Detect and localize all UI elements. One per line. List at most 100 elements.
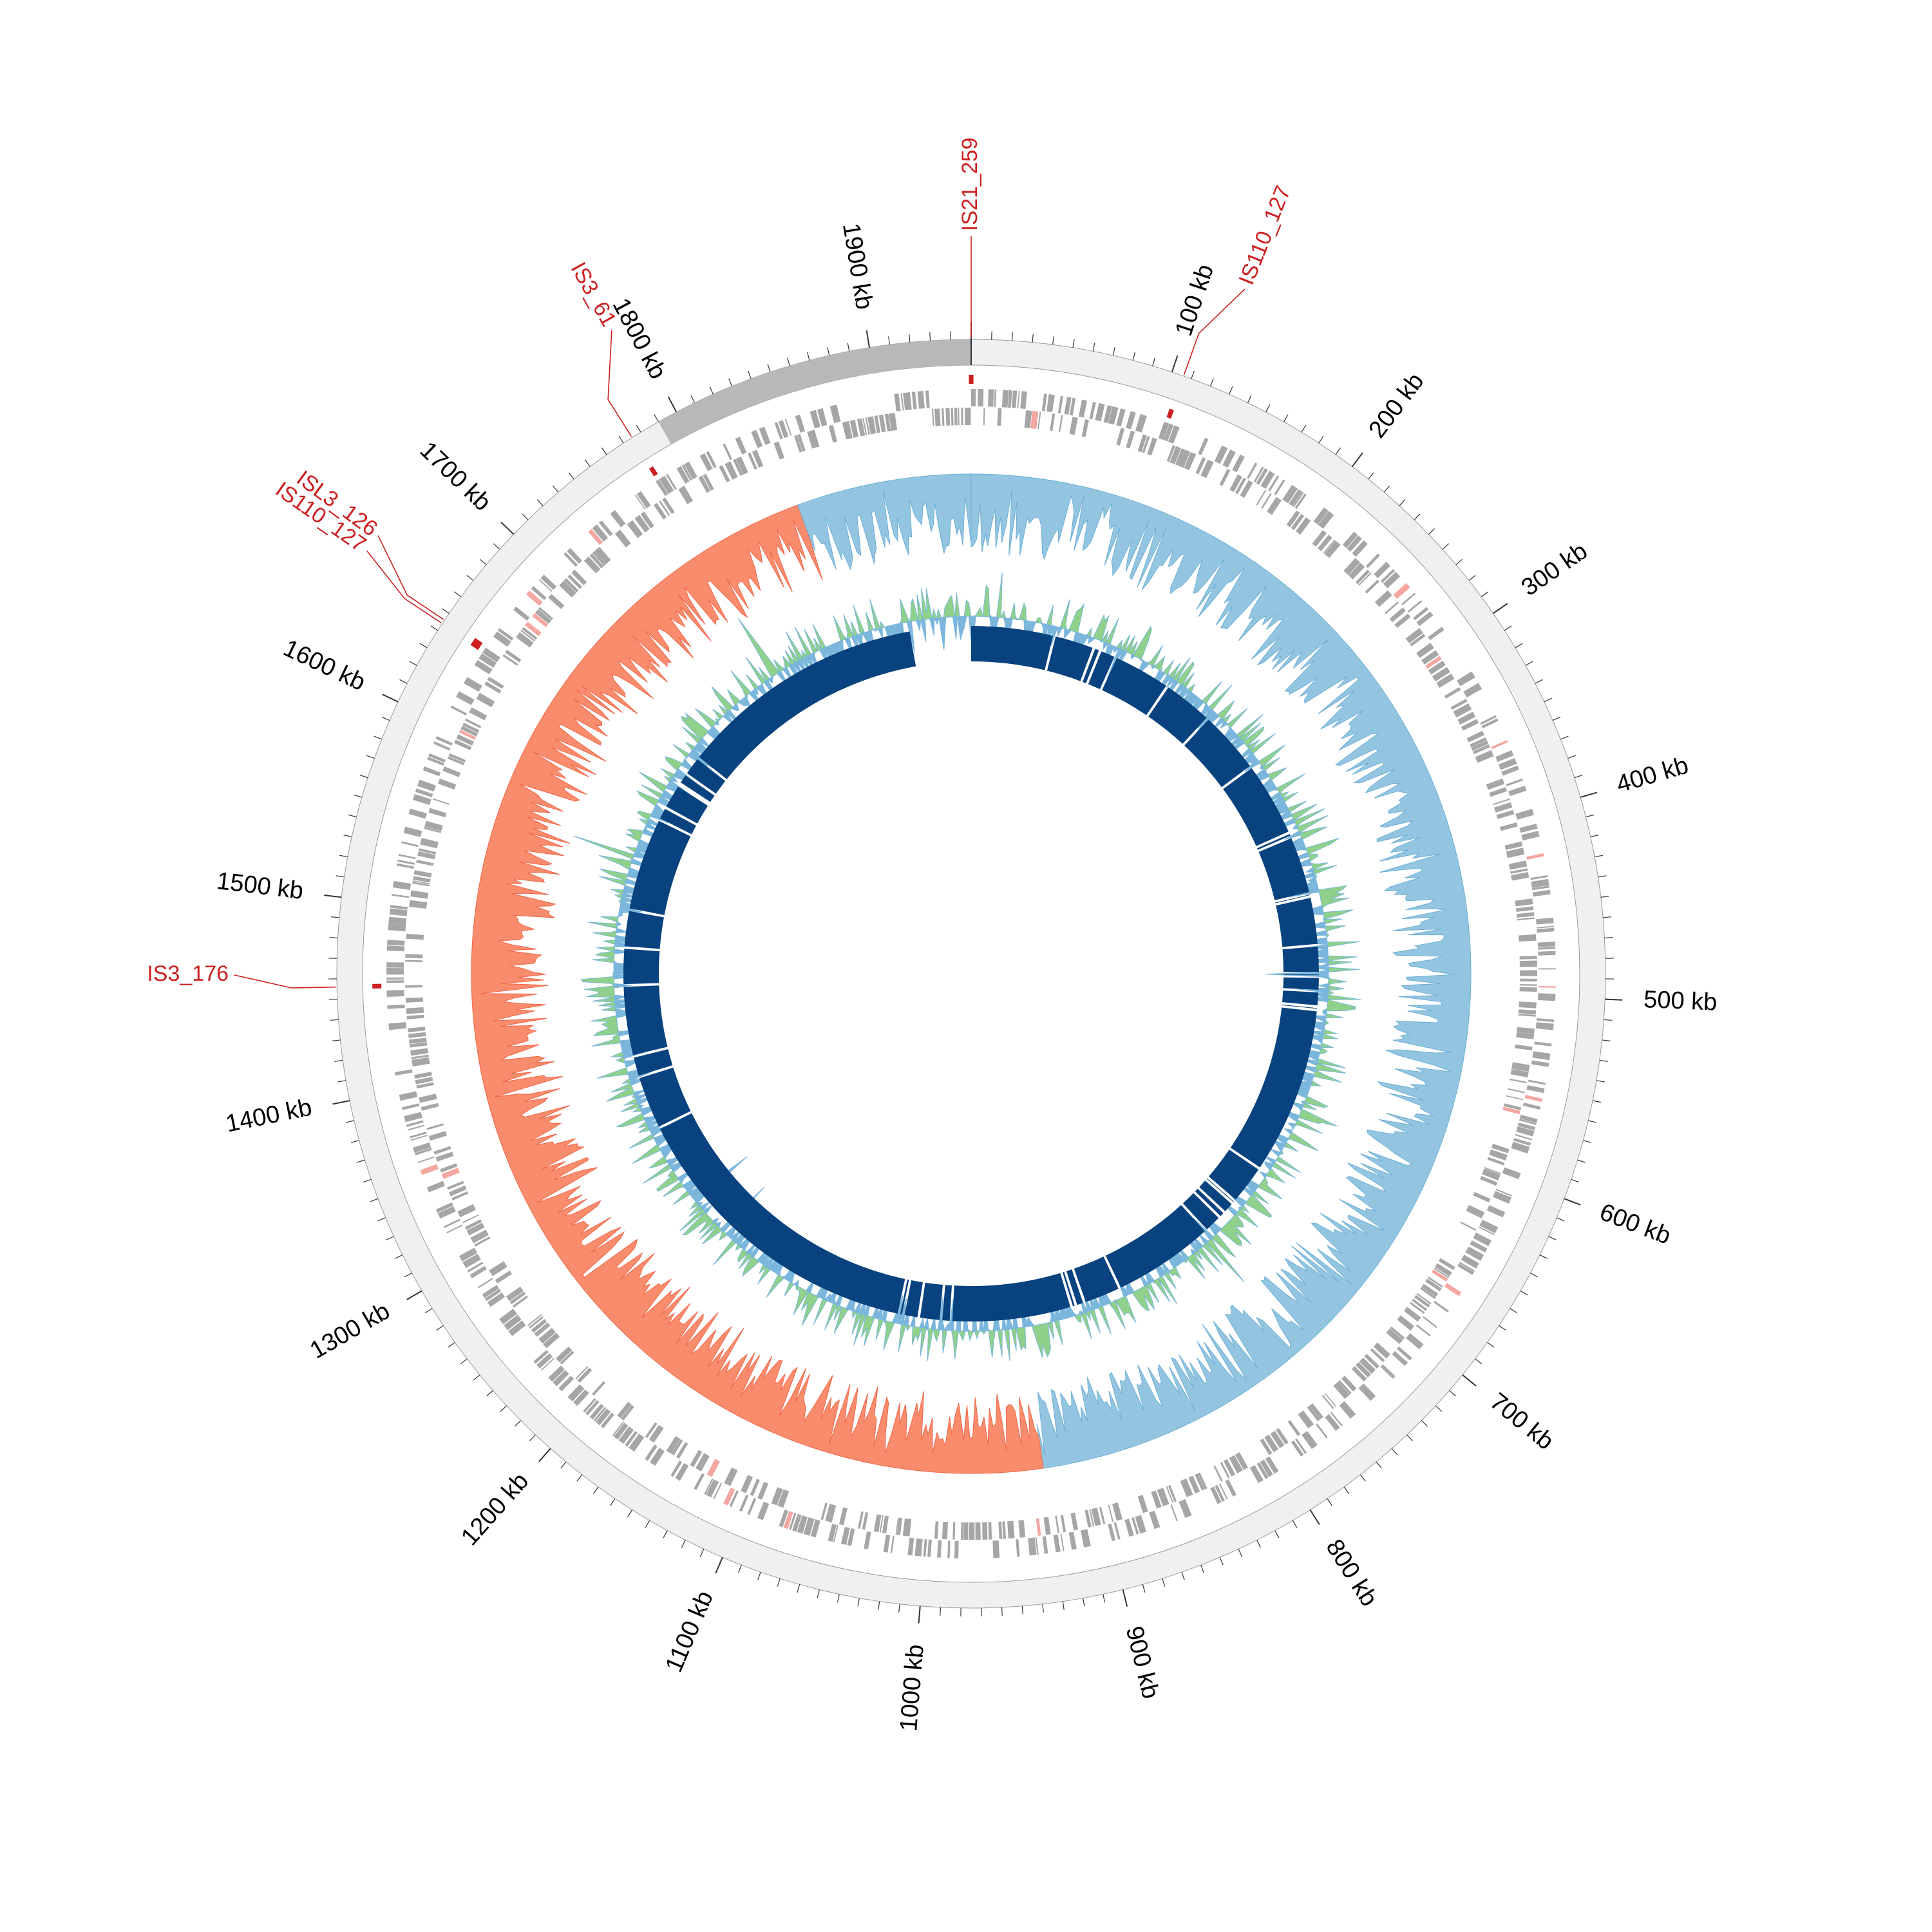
minor-tick	[1442, 543, 1450, 550]
gene-feature	[437, 1206, 456, 1219]
gene-feature	[828, 1524, 837, 1542]
gene-feature	[1509, 1078, 1527, 1084]
gene-feature	[771, 1487, 783, 1506]
minor-tick	[366, 755, 375, 759]
gene-feature	[1035, 1537, 1039, 1555]
gene-feature	[931, 408, 934, 427]
gene-feature	[428, 1131, 447, 1141]
gene-feature	[925, 390, 930, 408]
gene-feature	[1493, 802, 1513, 813]
gene-feature	[392, 894, 410, 898]
gene-feature	[612, 1421, 624, 1437]
block-segment	[1282, 946, 1319, 972]
block-segment	[942, 1285, 952, 1321]
gene-feature	[1510, 868, 1528, 874]
gene-track	[386, 389, 1556, 1558]
gene-feature	[386, 945, 405, 952]
gene-feature	[723, 443, 732, 460]
gene-feature	[441, 1168, 460, 1179]
gene-feature	[797, 1515, 808, 1534]
gene-feature	[411, 1054, 429, 1059]
gene-feature	[724, 461, 738, 480]
minor-tick	[1455, 558, 1463, 565]
gene-feature	[783, 1511, 793, 1530]
gene-feature	[1502, 1106, 1520, 1115]
gene-feature	[676, 466, 690, 484]
minor-tick	[377, 1217, 386, 1222]
minor-tick	[1247, 395, 1252, 403]
gene-feature	[741, 1475, 753, 1493]
gene-feature	[670, 1460, 683, 1477]
gene-feature	[522, 627, 538, 640]
gene-feature	[394, 1069, 413, 1076]
is-element-mark	[372, 983, 382, 989]
gene-feature	[1532, 1051, 1551, 1061]
gene-feature	[681, 464, 693, 481]
gene-feature	[1420, 1287, 1436, 1300]
gene-feature	[532, 613, 549, 627]
gene-feature	[471, 1232, 489, 1244]
is-element-mark	[472, 638, 483, 647]
gene-feature	[1103, 405, 1112, 423]
minor-tick	[738, 1564, 742, 1573]
minor-tick	[381, 716, 390, 721]
gene-feature	[1515, 809, 1534, 820]
minor-tick	[1515, 643, 1523, 649]
gene-feature	[534, 1322, 551, 1337]
gene-feature	[1427, 1276, 1443, 1288]
gene-feature	[1461, 719, 1479, 731]
minor-tick	[690, 395, 696, 403]
gene-feature	[1099, 1506, 1106, 1524]
gene-feature	[420, 838, 439, 849]
minor-tick	[500, 1405, 507, 1412]
gene-feature	[988, 1522, 992, 1540]
block-segment	[1206, 1178, 1234, 1202]
minor-tick	[332, 1039, 341, 1041]
gene-feature	[706, 1479, 719, 1498]
gene-feature	[1434, 1263, 1452, 1277]
block-segment	[633, 1049, 673, 1076]
gene-feature	[1214, 445, 1228, 464]
block-segment	[1105, 1205, 1206, 1288]
minor-tick	[350, 1140, 359, 1143]
gene-feature	[548, 594, 565, 609]
gene-feature	[634, 515, 650, 533]
gene-feature	[1016, 1539, 1020, 1557]
scale-label: 1600 kb	[279, 634, 370, 696]
minor-tick	[1181, 1571, 1185, 1580]
gene-feature	[484, 681, 502, 694]
gene-feature	[387, 940, 405, 946]
gene-feature	[1373, 1342, 1390, 1359]
minor-tick	[663, 1530, 668, 1539]
minor-tick	[1083, 1598, 1085, 1607]
minor-tick	[1590, 835, 1599, 838]
scale-label: 1400 kb	[223, 1094, 314, 1138]
gene-feature	[1384, 601, 1399, 614]
gene-feature	[406, 1014, 424, 1019]
minor-tick	[1428, 528, 1435, 535]
gene-feature	[1198, 437, 1209, 455]
gc-content-above	[573, 572, 1361, 1361]
gene-feature	[1516, 912, 1535, 918]
gene-feature	[927, 1539, 932, 1557]
gene-feature	[1394, 613, 1411, 629]
gene-feature	[757, 1501, 770, 1520]
gene-feature	[1229, 474, 1242, 492]
block-segment	[1282, 1004, 1318, 1009]
gene-feature	[1380, 1365, 1394, 1379]
gene-feature	[825, 1504, 837, 1522]
gene-feature	[1425, 1278, 1442, 1292]
gene-feature	[621, 1405, 634, 1421]
gene-feature	[1168, 425, 1180, 444]
gene-feature	[757, 1481, 769, 1500]
gene-feature	[645, 1444, 658, 1461]
gene-feature	[883, 1535, 891, 1553]
gene-feature	[593, 1406, 607, 1422]
minor-tick	[787, 357, 790, 366]
gene-feature	[1078, 399, 1087, 418]
gene-feature	[1401, 592, 1416, 605]
gene-feature	[406, 1120, 424, 1127]
gene-feature	[405, 997, 424, 1003]
minor-tick	[1335, 447, 1341, 455]
minor-tick	[699, 1549, 705, 1557]
